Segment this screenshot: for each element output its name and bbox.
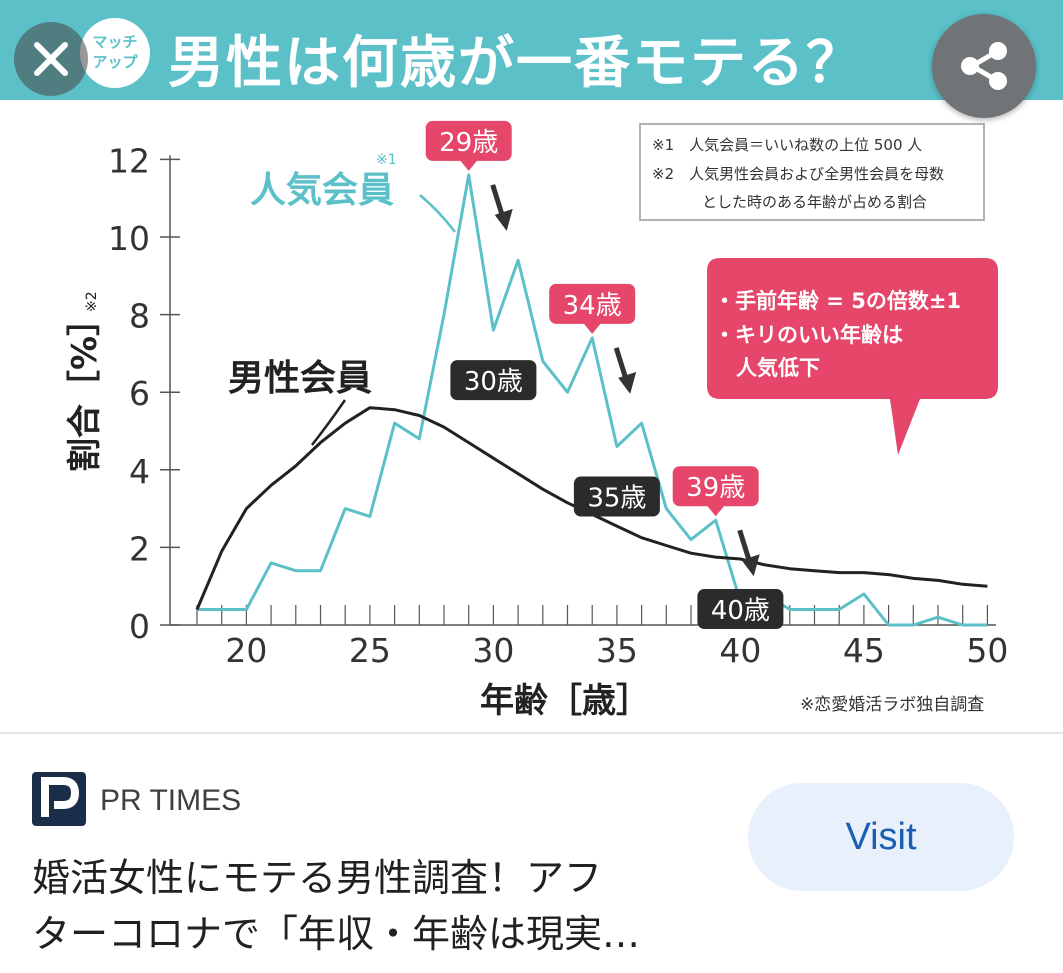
chart-image: ※1 人気会員＝いいね数の上位 500 人 ※2 人気男性会員および全男性会員を…: [0, 100, 1063, 732]
notes-box: [639, 123, 985, 221]
down-arrow-head: [741, 554, 760, 577]
age-popularity-chart: ※1 人気会員＝いいね数の上位 500 人 ※2 人気男性会員および全男性会員を…: [65, 120, 1008, 721]
close-icon: [34, 42, 68, 76]
callout-line-1: ・手前年齢 = 5の倍数±1: [714, 289, 961, 313]
peak-label-text: 34歳: [563, 291, 622, 321]
series-popular-leader: [419, 194, 456, 233]
callout-bubble: [707, 258, 998, 455]
y-tick-label: 4: [129, 452, 150, 491]
source-name[interactable]: PR TIMES: [100, 784, 242, 817]
y-tick-label: 6: [129, 374, 150, 413]
x-tick-label: 25: [349, 631, 391, 670]
dip-label-box: [573, 476, 660, 517]
series-popular-line: [197, 173, 988, 627]
peak-label-box: [672, 466, 759, 507]
y-tick-label: 12: [108, 141, 150, 180]
result-caption[interactable]: 婚活女性にモテる男性調査！アフ ターコロナで「年収・年齢は現実…: [32, 850, 712, 962]
x-tick-label: 30: [472, 631, 514, 670]
peak-label-pointer: [583, 322, 602, 334]
peak-label-pointer: [459, 159, 478, 171]
note-1: ※1 人気会員＝いいね数の上位 500 人: [652, 136, 922, 154]
x-tick-label: 35: [596, 631, 638, 670]
dip-label-box: [697, 589, 784, 630]
down-arrow-head: [494, 208, 513, 231]
x-axis-title: 年齢［歳］: [480, 681, 650, 721]
result-divider: [0, 732, 1063, 734]
series-male-label: 男性会員: [228, 358, 372, 399]
peak-label-pointer: [706, 505, 725, 517]
visit-button[interactable]: Visit: [748, 783, 1014, 891]
close-button[interactable]: [14, 22, 88, 96]
note-3: とした時のある年齢が占める割合: [702, 193, 927, 211]
banner-title: 男性は何歳が一番モテる？: [168, 31, 864, 96]
dip-label-box: [450, 360, 537, 401]
matchapp-logo: マッチ アップ: [80, 18, 150, 88]
caption-line-2: ターコロナで「年収・年齢は現実…: [32, 912, 641, 956]
y-tick-label: 2: [129, 529, 150, 568]
y-axis-note: ※2: [84, 291, 100, 312]
x-tick-label: 40: [719, 631, 761, 670]
note-2: ※2 人気男性会員および全男性会員を母数: [652, 165, 944, 183]
y-tick-label: 8: [129, 297, 150, 336]
down-arrow-shaft: [613, 347, 629, 381]
logo-text-line1: マッチ: [92, 33, 138, 51]
image-banner: [0, 0, 1063, 100]
dip-label-text: 35歳: [587, 484, 646, 514]
down-arrow-head: [618, 371, 637, 394]
down-arrow-shaft: [490, 184, 506, 218]
series-popular-note: ※1: [376, 152, 397, 168]
visit-button-label: Visit: [845, 816, 917, 858]
share-button[interactable]: [932, 14, 1036, 118]
peak-label-box: [425, 120, 512, 161]
series-male-leader: [311, 399, 347, 446]
peak-label-text: 39歳: [686, 473, 745, 503]
y-tick-label: 10: [108, 219, 150, 258]
x-tick-label: 20: [225, 631, 267, 670]
callout-line-2: ・キリのいい年齢は: [714, 323, 903, 347]
x-tick-label: 45: [843, 631, 885, 670]
caption-line-1: 婚活女性にモテる男性調査！アフ: [32, 856, 603, 900]
y-axis-title: 割合［%］: [65, 302, 105, 472]
x-tick-label: 50: [966, 631, 1008, 670]
pr-times-logo-icon: [32, 772, 86, 826]
series-popular-label: 人気会員: [250, 170, 394, 211]
y-tick-label: 0: [129, 607, 150, 646]
peak-label-text: 29歳: [439, 128, 498, 158]
logo-text-line2: アップ: [92, 53, 138, 71]
down-arrow-shaft: [737, 529, 753, 563]
source-note: ※恋愛婚活ラボ独自調査: [800, 694, 984, 715]
dip-label-text: 40歳: [711, 596, 770, 626]
peak-label-box: [549, 283, 636, 324]
share-icon: [961, 42, 1007, 90]
dip-label-text: 30歳: [464, 367, 523, 397]
callout-line-3: 人気低下: [736, 356, 820, 380]
